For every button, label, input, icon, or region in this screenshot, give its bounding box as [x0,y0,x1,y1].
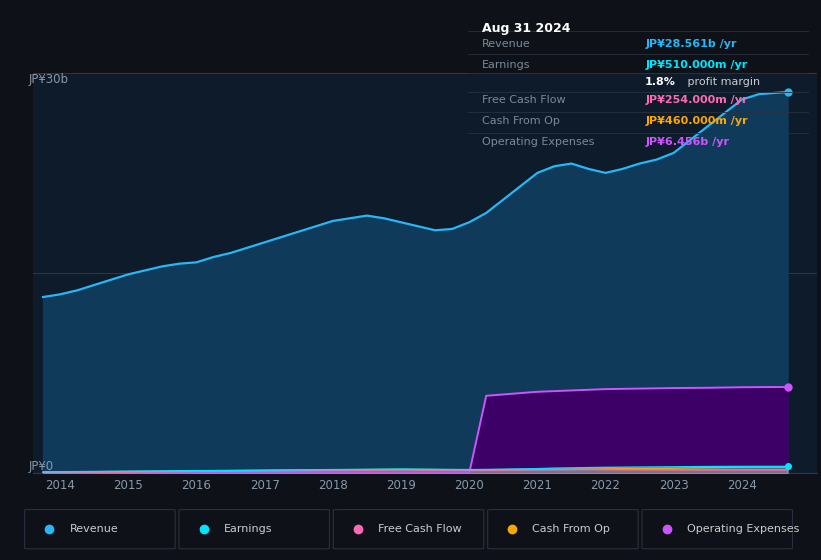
Text: Cash From Op: Cash From Op [533,524,610,534]
Text: JP¥254.000m /yr: JP¥254.000m /yr [645,95,748,105]
Text: JP¥28.561b /yr: JP¥28.561b /yr [645,39,736,49]
Text: JP¥510.000m /yr: JP¥510.000m /yr [645,59,747,69]
Text: Free Cash Flow: Free Cash Flow [378,524,461,534]
Text: JP¥0: JP¥0 [29,460,54,473]
Text: profit margin: profit margin [685,77,760,87]
Text: Earnings: Earnings [224,524,273,534]
Text: Earnings: Earnings [482,59,530,69]
Text: Revenue: Revenue [70,524,118,534]
Text: 1.8%: 1.8% [645,77,676,87]
Text: Aug 31 2024: Aug 31 2024 [482,22,570,35]
Text: Cash From Op: Cash From Op [482,116,559,126]
Text: Revenue: Revenue [482,39,530,49]
Text: JP¥30b: JP¥30b [29,73,69,86]
Text: Operating Expenses: Operating Expenses [482,137,594,147]
Text: Operating Expenses: Operating Expenses [687,524,799,534]
Text: Free Cash Flow: Free Cash Flow [482,95,565,105]
Text: JP¥460.000m /yr: JP¥460.000m /yr [645,116,748,126]
Text: JP¥6.456b /yr: JP¥6.456b /yr [645,137,729,147]
